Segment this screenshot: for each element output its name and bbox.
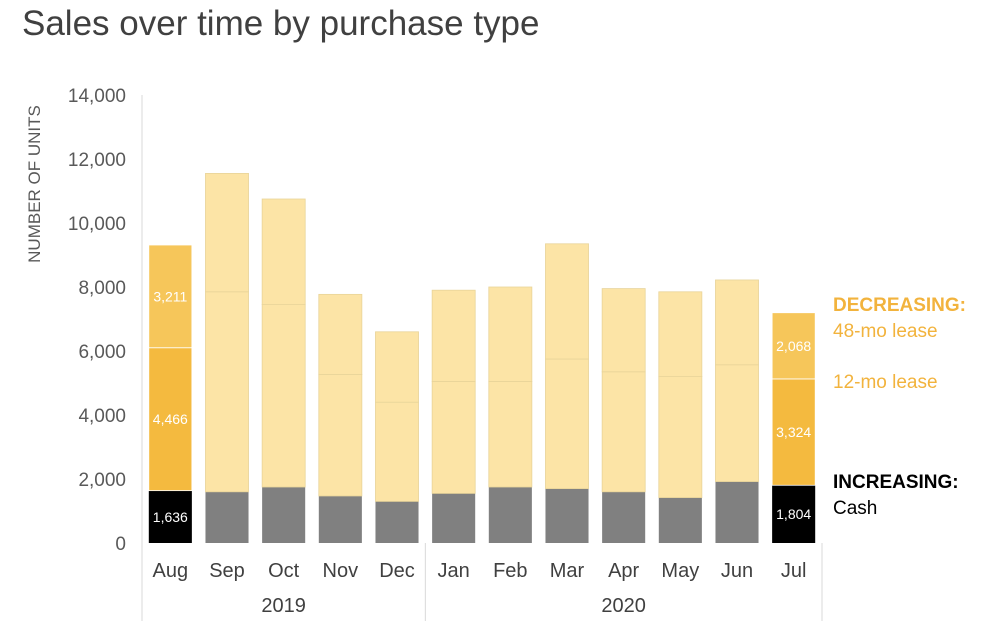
bar-segment-dec-12-mo-lease <box>375 401 419 502</box>
x-tick-label: Feb <box>493 560 527 582</box>
x-tick-label: Mar <box>550 560 585 582</box>
bar-segment-feb-cash <box>488 487 532 543</box>
x-axis: Aug Sep Oct Nov Dec Jan Feb Mar Apr May Jun Jul 2019… <box>141 95 823 621</box>
x-tick-label: Apr <box>608 560 639 582</box>
annotation-decreasing: DECREASING: <box>833 295 966 316</box>
bar-segment-feb-48-mo-lease <box>488 286 533 382</box>
y-axis-ticks: 0 2,000 4,000 6,000 8,000 10,000 12,000 14,000 <box>68 86 126 555</box>
x-tick-label: Aug <box>153 560 189 582</box>
chart-title: Sales over time by purchase type <box>22 4 540 43</box>
annotation-12mo-lease: 12-mo lease <box>833 372 938 393</box>
annotation-cash: Cash <box>833 498 877 519</box>
bar-segment-jun-48-mo-lease <box>715 279 759 366</box>
bar-segment-feb-12-mo-lease <box>488 380 533 488</box>
bars <box>148 172 816 543</box>
y-tick-label: 14,000 <box>68 86 126 107</box>
annotation-48mo-lease: 48-mo lease <box>833 321 938 342</box>
y-tick-label: 0 <box>115 534 126 555</box>
bar-segment-apr-12-mo-lease <box>601 371 646 493</box>
bar-segment-jun-12-mo-lease <box>715 364 759 482</box>
y-tick-label: 6,000 <box>78 342 126 363</box>
x-group-label: 2020 <box>601 595 646 617</box>
bar-segment-oct-48-mo-lease <box>261 198 306 305</box>
bar-segment-sep-48-mo-lease <box>205 172 249 293</box>
x-tick-label: Jul <box>781 560 807 582</box>
bar-segment-may-48-mo-lease <box>658 291 703 377</box>
x-tick-label: Sep <box>209 560 245 582</box>
data-label: 1,636 <box>153 509 188 525</box>
bar-segment-dec-cash <box>375 501 419 543</box>
bar-segment-mar-cash <box>545 488 589 543</box>
y-tick-label: 10,000 <box>68 214 126 235</box>
bar-segment-dec-48-mo-lease <box>375 331 419 403</box>
bar-segment-jan-12-mo-lease <box>431 380 476 494</box>
x-tick-label: Jun <box>721 560 753 582</box>
bar-segment-jul-48-mo-lease <box>771 312 816 380</box>
bar-segment-sep-cash <box>205 491 249 543</box>
x-tick-label: Oct <box>268 560 300 582</box>
y-tick-label: 4,000 <box>78 406 126 427</box>
y-tick-label: 12,000 <box>68 150 126 171</box>
bar-segment-jan-48-mo-lease <box>431 289 476 382</box>
bar-segment-nov-12-mo-lease <box>318 373 363 497</box>
bar-segment-jul-12-mo-lease <box>771 378 816 486</box>
bar-segment-sep-12-mo-lease <box>205 291 249 493</box>
bar-segment-aug-12-mo-lease <box>148 347 193 492</box>
bar-segment-aug-48-mo-lease <box>148 244 193 349</box>
x-tick-label: May <box>661 560 699 582</box>
bar-segment-apr-cash <box>602 491 646 543</box>
annotation-increasing: INCREASING: <box>833 472 959 493</box>
bar-segment-oct-12-mo-lease <box>261 304 306 488</box>
bar-segment-aug-cash <box>148 490 192 543</box>
y-axis-label: NUMBER OF UNITS <box>25 105 44 263</box>
data-label: 4,466 <box>153 411 188 427</box>
bar-segment-mar-48-mo-lease <box>545 243 589 360</box>
bar-segment-jun-cash <box>715 481 759 543</box>
bar-segment-may-cash <box>658 497 702 543</box>
y-tick-label: 2,000 <box>78 470 126 491</box>
data-label: 2,068 <box>776 338 811 354</box>
data-label: 3,324 <box>776 424 811 440</box>
bar-segment-oct-cash <box>262 487 306 543</box>
x-tick-label: Dec <box>379 560 415 582</box>
y-tick-label: 8,000 <box>78 278 126 299</box>
data-label: 1,804 <box>776 506 811 522</box>
bar-segment-jan-cash <box>432 493 476 543</box>
bar-segment-mar-12-mo-lease <box>545 358 589 490</box>
bar-segment-may-12-mo-lease <box>658 376 703 498</box>
data-labels: 1,636 4,466 3,211 1,804 3,324 2,068 <box>153 288 812 524</box>
annotations: DECREASING: 48-mo lease 12-mo lease INCR… <box>833 295 966 519</box>
x-tick-label: Nov <box>323 560 359 582</box>
bar-segment-jul-cash <box>772 485 816 543</box>
x-tick-label: Jan <box>438 560 470 582</box>
bar-segment-nov-48-mo-lease <box>318 293 363 375</box>
data-label: 3,211 <box>153 288 187 304</box>
x-group-label: 2019 <box>261 595 306 617</box>
bar-segment-nov-cash <box>318 495 362 543</box>
bar-segment-apr-48-mo-lease <box>601 288 646 373</box>
